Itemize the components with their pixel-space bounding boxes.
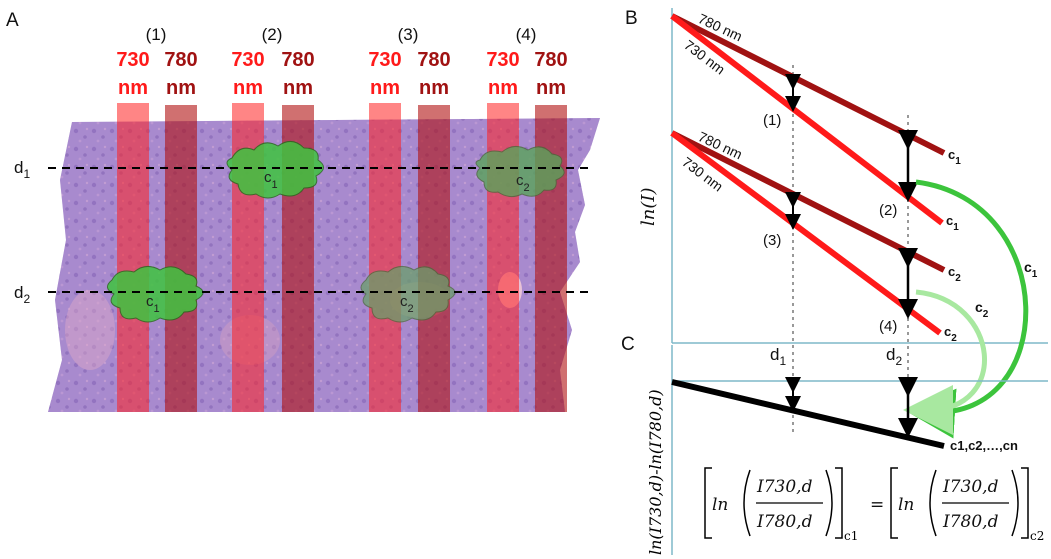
svg-text:c2: c2: [516, 172, 530, 194]
svg-text:730: 730: [368, 49, 401, 71]
svg-text:nm: nm: [419, 77, 449, 99]
lane-header-4: (4) 730 nm 780 nm: [486, 25, 567, 99]
svg-text:730: 730: [486, 49, 519, 71]
ratio-line-end-label: c1,c2,…,cn: [950, 438, 1018, 453]
svg-text:c1: c1: [264, 169, 278, 191]
line-730-c2: [670, 130, 942, 336]
arc-label-c1: c1: [1024, 259, 1038, 280]
svg-text:ln: ln: [898, 495, 914, 515]
svg-text:nm: nm: [536, 77, 566, 99]
svg-text:nm: nm: [488, 77, 518, 99]
panel-c-x-label-d1: d1: [770, 345, 786, 368]
svg-text:ln: ln: [712, 495, 728, 515]
svg-text:780: 780: [281, 49, 314, 71]
panel-a-label: A: [6, 10, 19, 31]
svg-text:c1: c1: [844, 529, 858, 543]
marker-label-1: (1): [763, 112, 781, 129]
beam-730-lane-1: [117, 103, 149, 412]
end-label-780-c1: c1: [948, 147, 961, 167]
svg-text:nm: nm: [166, 77, 196, 99]
panel-b-y-label: ln(I): [638, 187, 659, 226]
svg-text:I780,d: I780,d: [942, 512, 999, 532]
panel-c-label: C: [621, 334, 635, 355]
end-label-780-c2: c2: [948, 264, 961, 284]
svg-text:780: 780: [534, 49, 567, 71]
inclusion-c1-d2: c1: [107, 266, 204, 323]
svg-text:nm: nm: [118, 77, 148, 99]
beam-780-lane-3: [418, 105, 450, 412]
svg-text:780: 780: [417, 49, 450, 71]
line-730-c1: [670, 13, 944, 226]
arc-arrow-c2: [903, 289, 988, 435]
beam-730-lane-3: [369, 103, 401, 412]
marker-label-3: (3): [763, 232, 781, 249]
inclusion-c2-d2: c2: [360, 266, 456, 323]
svg-text:(1): (1): [146, 25, 167, 44]
svg-text:I730,d: I730,d: [942, 477, 999, 497]
svg-text:c1: c1: [146, 293, 160, 315]
marker-label-4: (4): [879, 318, 897, 335]
arc-label-c2: c2: [975, 299, 989, 320]
depth-label-d1: d1: [14, 158, 30, 181]
end-label-730-c1: c1: [946, 213, 959, 233]
arc-arrow-c1: [905, 179, 1029, 439]
inclusion-c1-d1: c1: [226, 141, 324, 199]
panel-c-x-label-d2: d2: [886, 345, 902, 368]
beams: [117, 103, 567, 412]
svg-text:nm: nm: [233, 77, 263, 99]
marker-label-2: (2): [879, 202, 897, 219]
svg-text:I780,d: I780,d: [756, 512, 813, 532]
line-780-c2: [670, 130, 946, 273]
svg-text:730: 730: [231, 49, 264, 71]
panel-c-y-label: ln(I730,d)-ln(I780,d): [646, 389, 665, 555]
svg-text:730: 730: [116, 49, 149, 71]
svg-text:I730,d: I730,d: [756, 477, 813, 497]
ratio-line: [671, 379, 945, 449]
svg-text:(3): (3): [398, 25, 419, 44]
depth-label-d2: d2: [14, 283, 30, 306]
svg-text:=: =: [870, 495, 884, 515]
svg-text:nm: nm: [370, 77, 400, 99]
beam-780-lane-1: [165, 105, 197, 412]
end-label-730-c2: c2: [944, 324, 957, 344]
svg-text:(4): (4): [516, 25, 537, 44]
svg-text:(2): (2): [262, 25, 283, 44]
panel-b-label: B: [625, 8, 638, 29]
svg-text:780: 780: [164, 49, 197, 71]
lane-header-3: (3) 730 nm 780 nm: [368, 25, 450, 99]
lane-header-1: (1) 730 nm 780 nm: [116, 25, 197, 99]
lane-header-2: (2) 730 nm 780 nm: [231, 25, 314, 99]
inclusion-c2-d1: c2: [475, 146, 565, 198]
ratio-equation: ln I730,d I780,d c1 = ln I730,d I780,d c…: [704, 467, 1044, 543]
svg-text:c2: c2: [400, 293, 414, 315]
svg-text:c2: c2: [1030, 529, 1044, 543]
svg-text:nm: nm: [283, 77, 313, 99]
